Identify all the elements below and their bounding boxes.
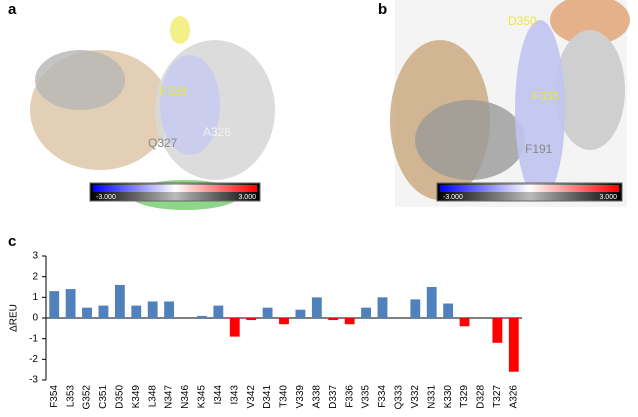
x-tick-label: D328 [476, 385, 487, 409]
colorbar-label: -3.000 [443, 194, 463, 201]
panel-label: a [8, 1, 17, 18]
bar [197, 315, 207, 318]
bar [295, 309, 306, 318]
y-tick-label: 3 [32, 251, 38, 262]
bar [459, 318, 470, 327]
y-tick-label: -2 [29, 354, 38, 365]
bar [443, 303, 454, 318]
x-tick-label: F354 [49, 385, 60, 408]
bar [82, 307, 92, 318]
y-tick-label: 2 [32, 271, 38, 282]
panel-label: b [378, 1, 387, 18]
x-tick-label: K330 [443, 385, 454, 409]
bar [164, 301, 175, 318]
x-tick-label: K345 [197, 385, 208, 409]
x-tick-label: A326 [508, 385, 519, 409]
x-tick-label: D350 [115, 385, 126, 409]
bar [410, 299, 421, 318]
bar [147, 301, 158, 318]
x-tick-label: L348 [147, 385, 158, 408]
x-tick-label: Q333 [394, 385, 405, 410]
x-tick-label: G352 [82, 385, 93, 410]
x-tick-label: D337 [328, 385, 339, 409]
x-tick-label: K349 [131, 385, 142, 409]
y-tick-label: 0 [32, 313, 38, 324]
annotation: Q327 [148, 136, 178, 150]
bar [262, 307, 273, 318]
annotation: D350 [508, 14, 537, 28]
bar [508, 318, 519, 372]
x-tick-label: L353 [65, 385, 76, 408]
x-tick-label: A338 [311, 385, 322, 409]
y-tick-label: -1 [29, 333, 38, 344]
panel-b-image [390, 0, 630, 207]
x-tick-label: I343 [229, 385, 240, 405]
bar [114, 284, 125, 318]
bar [49, 291, 60, 318]
x-tick-label: V339 [295, 385, 306, 409]
bar [426, 287, 437, 318]
bar [65, 289, 76, 318]
annotation: A326 [203, 125, 231, 139]
bar [98, 305, 109, 318]
annotation: F336 [160, 84, 188, 98]
bar [131, 305, 142, 318]
annotation: F191 [525, 142, 553, 156]
annotation: F336 [532, 89, 560, 103]
x-tick-label: C351 [98, 385, 109, 409]
y-axis-label: ΔREU [9, 304, 20, 332]
bar [279, 318, 289, 325]
x-tick-label: T340 [279, 385, 290, 408]
panel-label: c [8, 233, 16, 250]
x-tick-label: N331 [426, 385, 437, 409]
bar [213, 305, 224, 318]
bar [246, 318, 257, 321]
x-tick-label: V335 [361, 385, 372, 409]
y-tick-label: -3 [29, 375, 38, 386]
x-tick-label: D341 [262, 385, 273, 409]
x-tick-label: F336 [344, 385, 355, 408]
bar [311, 297, 322, 318]
colorbar-label: 3.000 [599, 194, 617, 201]
bar [229, 318, 240, 337]
bar [344, 318, 355, 325]
x-tick-label: N347 [164, 385, 175, 409]
x-tick-label: T327 [492, 385, 503, 408]
bar [492, 318, 503, 343]
colorbar-label: 3.000 [238, 194, 256, 201]
x-tick-label: N346 [180, 385, 191, 409]
colorbar-label: -3.000 [96, 194, 116, 201]
bar [377, 297, 388, 318]
x-tick-label: I344 [213, 385, 224, 405]
y-tick-label: 1 [32, 292, 38, 303]
x-tick-label: V332 [410, 385, 421, 409]
bar [328, 318, 339, 321]
x-tick-label: V342 [246, 385, 257, 409]
x-tick-label: F334 [377, 385, 388, 408]
x-tick-label: T329 [459, 385, 470, 408]
bar [361, 307, 371, 318]
panel-a-image [30, 16, 275, 210]
